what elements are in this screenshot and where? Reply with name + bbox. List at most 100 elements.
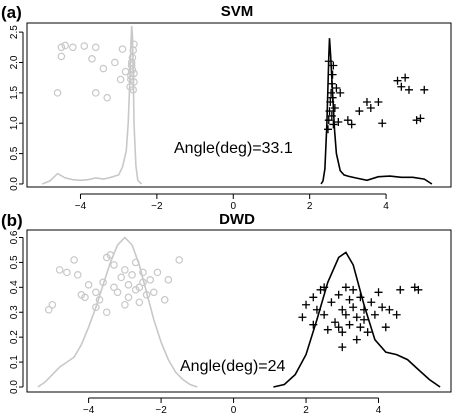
data-point-circle — [121, 67, 130, 76]
data-point-plus — [378, 303, 387, 312]
data-point-circle — [70, 256, 78, 264]
data-point-plus — [327, 88, 336, 97]
data-point-plus — [356, 293, 365, 302]
data-point-circle — [153, 268, 162, 277]
x-tick-label: −4 — [83, 405, 95, 416]
data-point-plus — [363, 328, 372, 337]
data-point-plus — [366, 104, 375, 113]
data-point-plus — [332, 83, 341, 92]
data-point-circle — [117, 273, 126, 282]
data-point-plus — [345, 295, 354, 304]
data-point-circle — [80, 42, 89, 50]
data-point-plus — [362, 97, 371, 106]
data-point-plus — [302, 300, 311, 309]
data-point-circle — [99, 278, 107, 287]
plot-frame — [26, 22, 452, 188]
data-point-circle — [130, 40, 138, 49]
data-point-circle — [111, 58, 119, 67]
data-point-circle — [128, 65, 137, 74]
data-point-circle — [57, 43, 66, 52]
data-point-circle — [88, 55, 96, 63]
panel-svm: (a) SVM Angle(deg)=33.1 −4 −2 0 2 4 0.0 0.5 1.0… — [1, 3, 452, 212]
data-point-plus — [338, 343, 347, 352]
data-point-circle — [92, 288, 100, 297]
plot-frame — [26, 229, 452, 393]
x-tick-label: 0 — [231, 405, 237, 416]
x-tick-label: −2 — [155, 405, 167, 416]
data-point-circle — [81, 293, 89, 302]
data-point-circle — [131, 258, 140, 267]
data-point-circle — [57, 52, 66, 61]
y-tick-label: 0.4 — [9, 280, 20, 294]
data-point-circle — [135, 298, 144, 307]
data-point-circle — [160, 295, 169, 304]
data-point-circle — [102, 308, 111, 317]
data-point-plus — [416, 114, 425, 123]
data-point-plus — [330, 104, 339, 113]
data-point-plus — [336, 88, 345, 97]
x-tick-label: 4 — [376, 405, 382, 416]
y-tick-label: 0.0 — [9, 177, 20, 191]
data-point-circle — [63, 268, 71, 277]
chart-title: SVM — [221, 3, 254, 20]
data-point-plus — [360, 305, 369, 314]
data-point-plus — [327, 298, 336, 307]
data-point-plus — [338, 305, 347, 314]
data-point-plus — [393, 76, 402, 85]
x-tick-label: 0 — [230, 201, 236, 212]
data-point-circle — [142, 290, 151, 299]
data-point-plus — [385, 305, 394, 314]
data-point-plus — [338, 328, 347, 337]
data-point-circle — [127, 58, 136, 67]
data-point-plus — [327, 79, 336, 88]
data-point-plus — [404, 85, 413, 94]
data-point-circle — [127, 75, 135, 84]
x-tick-label: −2 — [151, 201, 163, 212]
data-point-plus — [320, 283, 329, 292]
data-point-plus — [392, 310, 401, 319]
data-point-plus — [401, 73, 410, 82]
y-tick-label: 0.0 — [9, 380, 20, 394]
data-point-plus — [329, 61, 338, 70]
data-point-plus — [378, 119, 387, 128]
panel-label: (b) — [1, 211, 23, 230]
data-point-circle — [91, 43, 100, 52]
data-point-circle — [91, 89, 100, 97]
data-point-plus — [370, 310, 379, 319]
data-point-circle — [110, 261, 118, 269]
data-point-circle — [129, 86, 137, 94]
data-point-plus — [356, 323, 365, 332]
chart-title: DWD — [219, 211, 255, 228]
data-point-plus — [420, 85, 429, 94]
angle-annotation: Angle(deg)=24 — [180, 358, 286, 375]
data-point-plus — [355, 107, 364, 116]
data-point-plus — [396, 285, 405, 294]
y-tick-label: 0.6 — [9, 230, 20, 244]
data-point-circle — [55, 266, 64, 274]
data-point-circle — [92, 303, 100, 312]
x-tick-label: 2 — [307, 201, 313, 212]
data-point-circle — [121, 266, 129, 274]
data-point-circle — [48, 300, 57, 309]
data-point-plus — [320, 310, 329, 319]
data-point-circle — [103, 93, 112, 102]
data-point-plus — [323, 325, 332, 334]
data-point-plus — [343, 116, 352, 125]
data-point-circle — [175, 256, 184, 264]
data-point-circle — [139, 268, 147, 277]
y-tick-label: 2.5 — [9, 25, 20, 39]
data-point-circle — [135, 283, 144, 292]
data-point-plus — [397, 82, 406, 91]
data-point-circle — [99, 64, 108, 73]
y-tick-label: 2.0 — [9, 55, 20, 69]
data-point-plus — [327, 111, 336, 120]
data-point-plus — [374, 288, 383, 297]
data-point-plus — [309, 320, 318, 329]
panel-dwd: (b) DWD Angle(deg)=24 −4 −2 0 2 4 0.0 0.1 0.2 0.… — [1, 211, 452, 416]
data-point-plus — [309, 293, 318, 302]
x-tick-label: 4 — [383, 201, 389, 212]
data-point-plus — [412, 116, 421, 125]
y-tick-label: 1.0 — [9, 116, 20, 130]
data-point-plus — [374, 97, 383, 106]
